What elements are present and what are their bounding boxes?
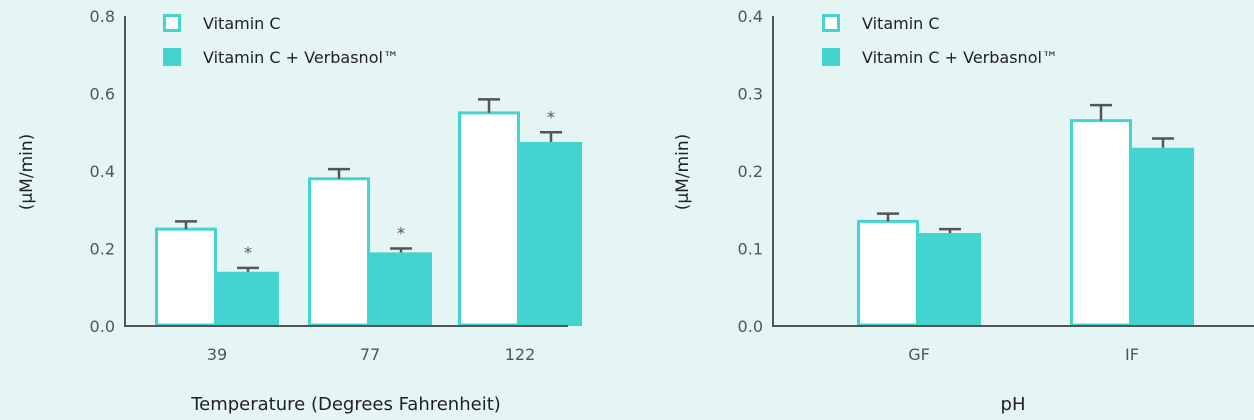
x-axis-title: pH — [1001, 394, 1026, 415]
y-tick-label: 0.6 — [90, 85, 115, 104]
legend-label: Vitamin C — [862, 14, 940, 33]
significance-marker: * — [547, 107, 555, 126]
y-axis-title: (µM/min) — [17, 134, 37, 211]
legend-swatch — [163, 48, 181, 66]
bar-vitamin-c-verbasnol-77 — [370, 252, 432, 326]
significance-marker: * — [244, 243, 252, 262]
y-tick-label: 0.1 — [738, 240, 763, 259]
y-tick-label: 0.2 — [738, 162, 763, 181]
bar-vitamin-c-122 — [458, 111, 520, 327]
y-tick-label: 0.4 — [90, 162, 115, 181]
x-axis-title: Temperature (Degrees Fahrenheit) — [190, 394, 501, 415]
bar-vitamin-c-IF — [1070, 119, 1132, 327]
y-tick-label: 0.4 — [738, 7, 763, 26]
bar-vitamin-c-39 — [155, 227, 217, 327]
legend-label: Vitamin C + Verbasnol™ — [203, 48, 399, 67]
x-tick-label: 39 — [207, 345, 227, 364]
legend-label: Vitamin C — [203, 14, 281, 33]
bar-vitamin-c-verbasnol-39 — [217, 271, 279, 326]
bar-vitamin-c-verbasnol-122 — [520, 141, 582, 326]
x-tick-label: IF — [1125, 345, 1139, 364]
ph-chart: GF IF 0.0 0.1 0.2 0.3 0.4 pH (µM/min) Vitamin C Vi… — [673, 7, 1254, 415]
bar-vitamin-c-77 — [308, 177, 370, 327]
legend-label: Vitamin C + Verbasnol™ — [862, 48, 1058, 67]
significance-marker: * — [397, 224, 405, 243]
x-tick-label: GF — [908, 345, 930, 364]
x-tick-label: 77 — [360, 345, 380, 364]
x-tick-label: 122 — [505, 345, 536, 364]
bar-vitamin-c-verbasnol-GF — [919, 233, 981, 326]
bar-vitamin-c-verbasnol-IF — [1132, 147, 1194, 326]
y-axis-title: (µM/min) — [673, 134, 693, 211]
y-tick-label: 0.0 — [90, 317, 115, 336]
y-tick-label: 0.8 — [90, 7, 115, 26]
y-tick-label: 0.0 — [738, 317, 763, 336]
temperature-chart: * 39 * 77 * 122 0.0 0.2 0.4 0.6 0.8 Temperature (De… — [17, 7, 582, 415]
legend-swatch — [822, 48, 840, 66]
bar-vitamin-c-GF — [857, 219, 919, 327]
legend-swatch — [163, 14, 181, 32]
y-tick-label: 0.3 — [738, 85, 763, 104]
y-tick-label: 0.2 — [90, 240, 115, 259]
legend-swatch — [822, 14, 840, 32]
